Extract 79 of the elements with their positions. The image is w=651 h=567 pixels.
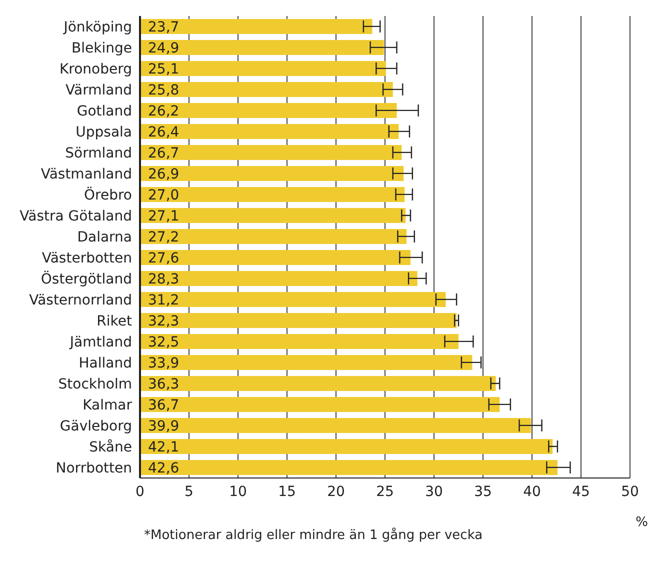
bar [140,228,407,244]
data-label: 27,2 [148,229,180,246]
data-label: 39,9 [148,418,180,434]
bar [140,270,418,286]
x-tick-label: 15 [278,484,296,500]
bar [140,334,458,349]
data-label: 42,1 [148,439,180,456]
data-label: 26,4 [148,124,180,140]
data-label: 36,3 [148,376,180,392]
data-label: 28,3 [148,271,180,288]
data-label: 27,0 [148,187,180,204]
data-label: 32,3 [148,313,180,330]
data-label: 27,1 [148,208,180,224]
y-tick-label: Blekinge [72,40,132,56]
data-label: 25,1 [148,61,180,78]
data-label: 27,6 [148,250,180,266]
y-tick-label: Östergötland [40,270,132,288]
data-label: 26,9 [148,166,180,182]
bar [140,208,406,223]
data-label: 26,7 [148,145,180,162]
bar [140,186,405,202]
x-tick-label: 50 [621,484,639,500]
data-label: 42,6 [148,460,180,476]
bar [140,102,397,118]
x-axis-title: % [636,515,648,530]
bar [140,60,386,76]
bar [140,460,558,475]
bar [140,144,402,160]
x-tick-label: 40 [523,484,541,500]
x-tick-label: 10 [229,484,247,500]
bar [140,124,399,139]
y-tick-label: Västra Götaland [20,208,132,224]
bar [140,82,393,97]
y-tick-label: Stockholm [58,376,132,392]
bar [140,354,472,370]
x-tick-label: 35 [474,484,492,500]
y-tick-label: Halland [78,355,132,372]
y-tick-label: Riket [96,313,133,330]
bar [140,40,384,55]
data-label: 24,9 [148,40,180,56]
y-tick-label: Västmanland [40,166,132,182]
y-tick-label: Sörmland [65,145,132,162]
x-tick-label: 30 [425,484,443,500]
data-label: 33,9 [148,355,180,372]
y-tick-label: Jämtland [68,334,132,350]
x-tick-label: 25 [376,484,394,500]
data-label: 36,7 [148,397,180,414]
x-tick-label: 20 [327,484,345,500]
data-label: 31,2 [148,292,180,308]
data-label: 32,5 [148,334,180,350]
y-tick-label: Örebro [84,186,132,204]
bar [140,166,404,181]
y-tick-label: Jönköping [62,19,132,36]
y-tick-label: Kalmar [82,397,132,414]
y-tick-label: Norrbotten [56,460,132,476]
y-tick-label: Dalarna [77,229,132,246]
bar [140,18,372,34]
y-tick-label: Västerbotten [42,250,132,266]
bar [140,418,532,433]
y-tick-label: Gävleborg [60,418,132,434]
y-tick-label: Värmland [66,82,132,98]
bar [140,250,410,265]
bar [140,292,446,307]
data-label: 23,7 [148,19,180,36]
data-label: 25,8 [148,82,180,98]
y-tick-label: Skåne [89,438,132,456]
x-tick-label: 0 [136,484,144,500]
y-tick-label: Västernorrland [29,292,132,308]
data-label: 26,2 [148,103,180,120]
text: *Motionerar aldrig eller mindre än 1 gång per vecka [144,528,483,543]
y-tick-label: Kronoberg [59,61,132,78]
bar [140,312,457,328]
bar [140,376,496,391]
x-tick-label: 45 [572,484,590,500]
y-tick-label: Gotland [76,103,132,120]
x-tick-label: 5 [184,484,194,500]
bar [140,438,553,454]
bar [140,396,500,412]
y-tick-label: Uppsala [76,124,132,140]
